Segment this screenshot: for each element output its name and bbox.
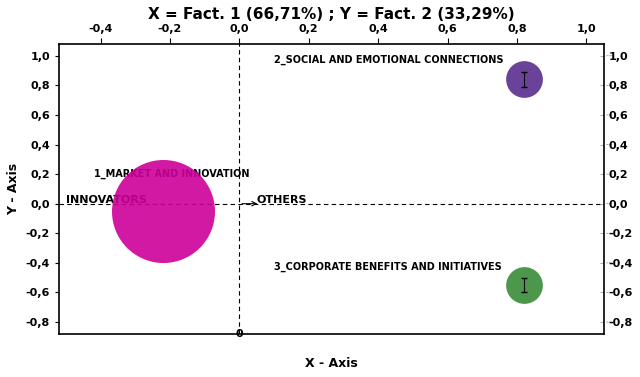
Title: X = Fact. 1 (66,71%) ; Y = Fact. 2 (33,29%): X = Fact. 1 (66,71%) ; Y = Fact. 2 (33,2… bbox=[148, 7, 515, 22]
Text: INNOVATORS: INNOVATORS bbox=[66, 195, 147, 205]
Text: X - Axis: X - Axis bbox=[305, 357, 358, 370]
Point bbox=[519, 77, 529, 83]
Text: 3_CORPORATE BENEFITS AND INITIATIVES: 3_CORPORATE BENEFITS AND INITIATIVES bbox=[274, 262, 502, 273]
Text: 2_SOCIAL AND EMOTIONAL CONNECTIONS: 2_SOCIAL AND EMOTIONAL CONNECTIONS bbox=[274, 55, 504, 65]
Text: OTHERS: OTHERS bbox=[257, 195, 307, 205]
Text: 0: 0 bbox=[236, 329, 243, 339]
Y-axis label: Y - Axis: Y - Axis bbox=[7, 163, 20, 215]
Text: 1_MARKET AND INNOVATION: 1_MARKET AND INNOVATION bbox=[93, 169, 249, 179]
Point bbox=[158, 208, 168, 214]
Point bbox=[519, 282, 529, 288]
